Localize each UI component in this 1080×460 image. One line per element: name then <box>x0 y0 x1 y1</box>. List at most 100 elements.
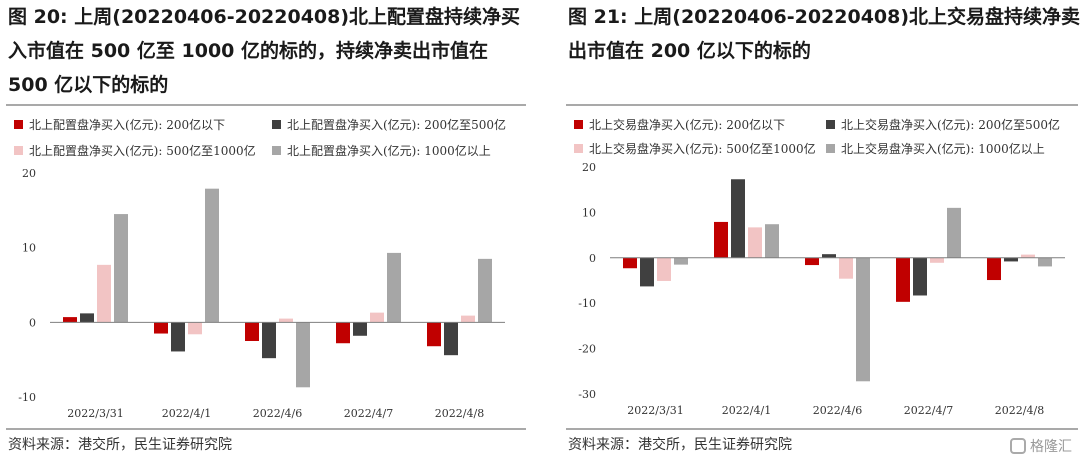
bar <box>714 221 728 258</box>
bar <box>987 257 1001 281</box>
legend-label: 北上配置盘净买入(亿元): 200亿至500亿 <box>287 118 507 132</box>
bar <box>748 227 762 258</box>
bar <box>930 257 944 263</box>
legend-swatch <box>14 120 23 129</box>
bar <box>336 322 350 344</box>
watermark-text: 格隆汇 <box>1030 439 1072 455</box>
bar <box>370 312 384 323</box>
legend-label: 北上配置盘净买入(亿元): 1000亿以上 <box>287 144 491 158</box>
source-divider <box>6 428 526 430</box>
y-tick-label: 0 <box>589 252 596 265</box>
bar <box>461 315 475 323</box>
bar <box>427 322 441 347</box>
bar <box>279 318 293 323</box>
chart-title: 图 21: 上周(20220406-20220408)北上交易盘持续净卖出市值在… <box>568 6 1080 62</box>
bar <box>913 257 927 296</box>
bar <box>114 214 128 323</box>
bar <box>387 252 401 323</box>
source-note: 资料来源：港交所，民生证券研究院 <box>8 437 232 453</box>
source-note: 资料来源：港交所，民生证券研究院 <box>568 437 792 453</box>
x-tick-label: 2022/4/8 <box>435 407 484 420</box>
chart-panel-left: 图 20: 上周(20220406-20220408)北上配置盘持续净买入市值在… <box>0 0 530 460</box>
bar <box>478 258 492 323</box>
bar <box>947 207 961 258</box>
bar <box>97 264 111 323</box>
legend-item: 北上配置盘净买入(亿元): 200亿至500亿 <box>272 116 506 133</box>
bar <box>822 254 836 258</box>
legend-swatch <box>826 120 835 129</box>
legend-swatch <box>14 146 23 155</box>
legend-item: 北上交易盘净买入(亿元): 1000亿以上 <box>826 140 1045 157</box>
bar <box>1038 257 1052 267</box>
bar <box>262 322 276 359</box>
logo-icon <box>1010 438 1026 454</box>
bar-chart-right: -30 -20 -10 0 10 20 2022/3/31 2022/4/1 2022/4/6 2… <box>578 161 1065 417</box>
x-tick-label: 2022/3/31 <box>67 407 123 420</box>
legend-label: 北上交易盘净买入(亿元): 200亿以下 <box>589 118 786 132</box>
legend-label: 北上交易盘净买入(亿元): 200亿至500亿 <box>841 118 1061 132</box>
bar <box>731 179 745 258</box>
bar <box>63 317 77 323</box>
legend-label: 北上配置盘净买入(亿元): 200亿以下 <box>29 118 226 132</box>
title-divider <box>566 104 1078 106</box>
chart-legend: 北上配置盘净买入(亿元): 200亿以下 北上配置盘净买入(亿元): 200亿至… <box>0 112 530 162</box>
bar <box>80 313 94 323</box>
chart-legend: 北上交易盘净买入(亿元): 200亿以下 北上交易盘净买入(亿元): 200亿至… <box>560 112 1080 162</box>
bar <box>205 188 219 323</box>
watermark-logo: 格隆汇 <box>1010 436 1072 456</box>
x-tick-label: 2022/4/1 <box>162 407 211 420</box>
bar <box>805 257 819 266</box>
y-tick-label: 10 <box>582 206 596 219</box>
bar <box>657 257 671 281</box>
bar <box>353 322 367 336</box>
y-tick-label: 20 <box>22 167 36 180</box>
y-tick-label: -20 <box>578 343 596 356</box>
x-tick-label: 2022/4/7 <box>344 407 393 420</box>
legend-swatch <box>272 146 281 155</box>
chart-title: 图 20: 上周(20220406-20220408)北上配置盘持续净买入市值在… <box>8 6 521 96</box>
bar <box>1004 257 1018 262</box>
legend-swatch <box>574 144 583 153</box>
y-tick-label: 10 <box>22 242 36 255</box>
bar <box>674 257 688 265</box>
title-divider <box>6 104 526 106</box>
bar <box>765 224 779 258</box>
legend-item: 北上配置盘净买入(亿元): 1000亿以上 <box>272 142 491 159</box>
legend-label: 北上配置盘净买入(亿元): 500亿至1000亿 <box>29 144 256 158</box>
x-tick-label: 2022/4/7 <box>904 404 953 417</box>
bar <box>188 322 202 335</box>
legend-item: 北上交易盘净买入(亿元): 500亿至1000亿 <box>574 140 816 157</box>
bar <box>154 322 168 334</box>
bar <box>171 322 185 352</box>
source-divider <box>566 428 1078 430</box>
x-tick-label: 2022/4/1 <box>722 404 771 417</box>
bar <box>896 257 910 302</box>
bar <box>623 257 637 269</box>
legend-swatch <box>574 120 583 129</box>
legend-item: 北上交易盘净买入(亿元): 200亿以下 <box>574 116 785 133</box>
bar <box>1021 254 1035 258</box>
x-tick-label: 2022/3/31 <box>627 404 683 417</box>
y-tick-label: -10 <box>578 297 596 310</box>
legend-label: 北上交易盘净买入(亿元): 500亿至1000亿 <box>589 142 816 156</box>
legend-swatch <box>272 120 281 129</box>
y-tick-label: -10 <box>18 391 36 404</box>
legend-label: 北上交易盘净买入(亿元): 1000亿以上 <box>841 142 1045 156</box>
bar <box>856 257 870 382</box>
x-tick-label: 2022/4/6 <box>813 404 862 417</box>
bar <box>296 322 310 388</box>
x-tick-label: 2022/4/6 <box>253 407 302 420</box>
legend-swatch <box>826 144 835 153</box>
x-tick-label: 2022/4/8 <box>995 404 1044 417</box>
legend-item: 北上配置盘净买入(亿元): 500亿至1000亿 <box>14 142 256 159</box>
y-tick-label: 0 <box>29 316 36 329</box>
bar <box>245 322 259 341</box>
bar <box>839 257 853 279</box>
y-tick-label: -30 <box>578 388 596 401</box>
y-tick-label: 20 <box>582 161 596 174</box>
bar-chart-left: -10 0 10 20 2022/3/31 2022/4/1 2022/4/6 2022/4/… <box>18 167 505 420</box>
legend-item: 北上交易盘净买入(亿元): 200亿至500亿 <box>826 116 1060 133</box>
chart-panel-right: 图 21: 上周(20220406-20220408)北上交易盘持续净卖出市值在… <box>560 0 1080 460</box>
bar <box>640 257 654 287</box>
bar <box>444 322 458 356</box>
